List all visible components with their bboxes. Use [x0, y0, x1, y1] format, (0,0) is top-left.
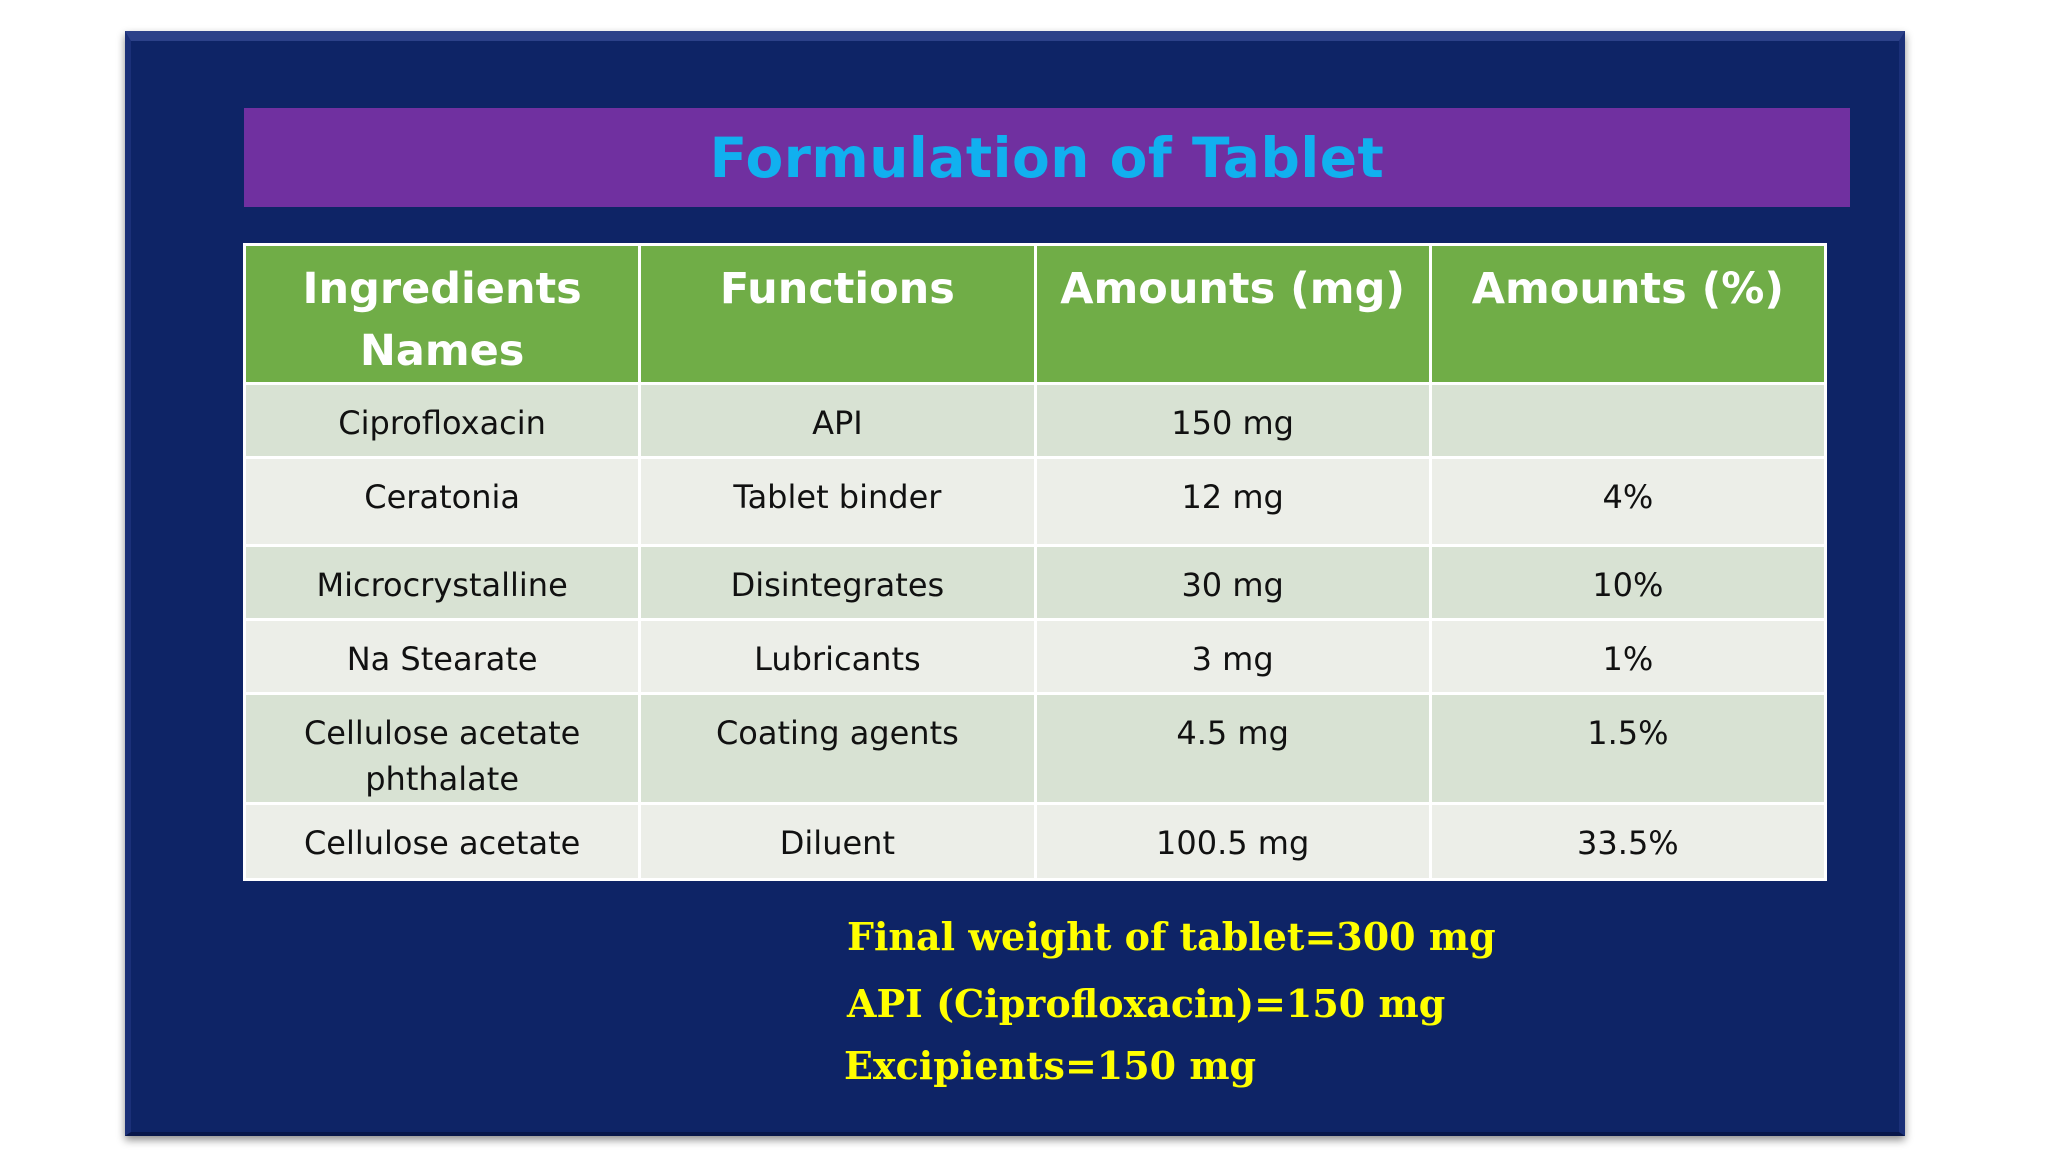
summary-excipients: Excipients=150 mg: [844, 1043, 1257, 1088]
cell-amount-percent: 10%: [1428, 544, 1828, 621]
header-amounts-percent: Amounts (%): [1428, 243, 1828, 385]
cell-function: Lubricants: [638, 618, 1037, 695]
cell-ingredient: Cellulose acetate: [242, 802, 642, 881]
table-header-row: Ingredients Names Functions Amounts (mg)…: [242, 243, 1828, 385]
cell-amount-mg: 3 mg: [1033, 618, 1432, 695]
formulation-table: Ingredients Names Functions Amounts (mg)…: [242, 243, 1828, 881]
table-row: Cellulose acetate Diluent 100.5 mg 33.5%: [242, 802, 1828, 881]
title-bar: Formulation of Tablet: [244, 108, 1850, 207]
cell-amount-mg: 12 mg: [1033, 456, 1432, 547]
table-row: Cellulose acetate phthalate Coating agen…: [242, 692, 1828, 805]
summary-api: API (Ciprofloxacin)=150 mg: [847, 981, 1446, 1026]
cell-function: Tablet binder: [638, 456, 1037, 547]
cell-amount-mg: 4.5 mg: [1033, 692, 1432, 805]
table-row: Ceratonia Tablet binder 12 mg 4%: [242, 456, 1828, 547]
table-row: Na Stearate Lubricants 3 mg 1%: [242, 618, 1828, 695]
cell-amount-percent: 1%: [1428, 618, 1828, 695]
cell-amount-percent: 1.5%: [1428, 692, 1828, 805]
header-ingredients-names: Ingredients Names: [242, 243, 642, 385]
cell-amount-mg: 100.5 mg: [1033, 802, 1432, 881]
cell-amount-mg: 150 mg: [1033, 382, 1432, 459]
cell-ingredient: Microcrystalline: [242, 544, 642, 621]
cell-function: Diluent: [638, 802, 1037, 881]
cell-ingredient: Ciprofloxacin: [242, 382, 642, 459]
cell-amount-percent: 33.5%: [1428, 802, 1828, 881]
cell-ingredient: Cellulose acetate phthalate: [242, 692, 642, 805]
formulation-table-container: Ingredients Names Functions Amounts (mg)…: [242, 243, 1828, 881]
cell-ingredient: Na Stearate: [242, 618, 642, 695]
header-functions: Functions: [638, 243, 1037, 385]
summary-final-weight: Final weight of tablet=300 mg: [847, 914, 1496, 959]
cell-amount-percent: [1428, 382, 1828, 459]
header-amounts-mg: Amounts (mg): [1033, 243, 1432, 385]
cell-function: Disintegrates: [638, 544, 1037, 621]
slide-title: Formulation of Tablet: [709, 125, 1385, 190]
cell-amount-mg: 30 mg: [1033, 544, 1432, 621]
table-row: Ciprofloxacin API 150 mg: [242, 382, 1828, 459]
cell-function: Coating agents: [638, 692, 1037, 805]
cell-ingredient: Ceratonia: [242, 456, 642, 547]
cell-amount-percent: 4%: [1428, 456, 1828, 547]
cell-function: API: [638, 382, 1037, 459]
table-row: Microcrystalline Disintegrates 30 mg 10%: [242, 544, 1828, 621]
